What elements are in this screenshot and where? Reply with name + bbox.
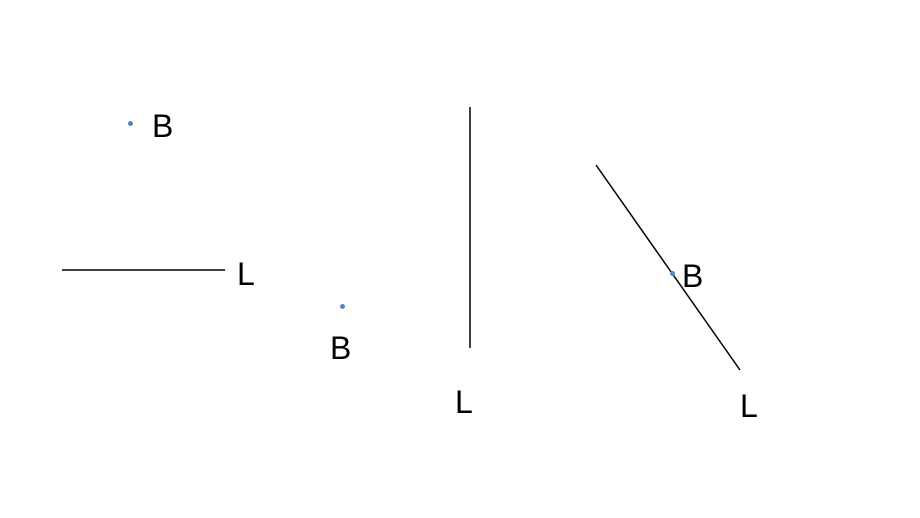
label-l-3: L (740, 388, 758, 425)
point-b-3 (670, 271, 675, 276)
point-b-2 (340, 304, 345, 309)
label-b-1: B (152, 108, 173, 145)
label-l-2: L (455, 384, 473, 421)
label-b-3: B (682, 258, 703, 295)
line-3 (596, 165, 740, 370)
point-b-1 (128, 121, 133, 126)
label-b-2: B (330, 330, 351, 367)
diagram-canvas (0, 0, 920, 518)
label-l-1: L (237, 256, 255, 293)
